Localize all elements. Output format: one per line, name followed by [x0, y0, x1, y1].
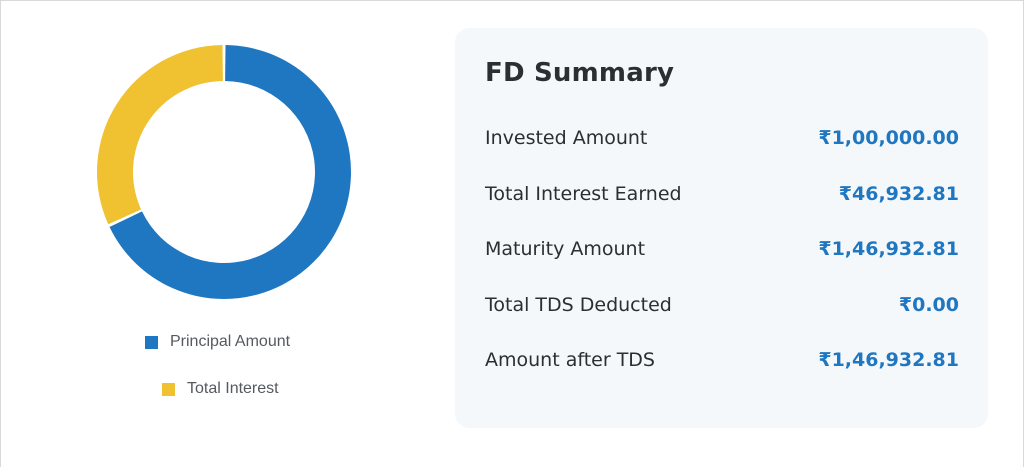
row-value: ₹0.00	[898, 293, 959, 316]
legend-item-principal[interactable]: Principal Amount	[145, 330, 345, 354]
summary-row-maturity-amount: Maturity Amount ₹1,46,932.81	[485, 233, 959, 265]
row-label: Total TDS Deducted	[485, 293, 672, 316]
row-label: Invested Amount	[485, 127, 648, 149]
legend-label-interest: Total Interest	[187, 380, 279, 397]
summary-row-tds-deducted: Total TDS Deducted ₹0.00	[485, 289, 959, 321]
summary-title: FD Summary	[485, 58, 675, 88]
legend-item-interest[interactable]: Total Interest	[145, 377, 345, 401]
summary-row-amount-after-tds: Amount after TDS ₹1,46,932.81	[485, 344, 959, 376]
summary-rows: Invested Amount ₹1,00,000.00 Total Inter…	[485, 122, 959, 400]
legend-label-principal: Principal Amount	[170, 333, 291, 350]
donut-chart-svg	[96, 45, 352, 300]
row-label: Total Interest Earned	[485, 182, 682, 205]
donut-slice-total-interest[interactable]	[96, 45, 223, 225]
row-label: Maturity Amount	[485, 238, 646, 260]
row-value: ₹1,00,000.00	[818, 127, 959, 149]
summary-row-total-interest: Total Interest Earned ₹46,932.81	[485, 178, 959, 210]
summary-row-invested-amount: Invested Amount ₹1,00,000.00	[485, 122, 959, 154]
fd-summary-card: FD Summary Invested Amount ₹1,00,000.00 …	[455, 28, 988, 428]
legend-swatch-principal	[145, 335, 158, 349]
chart-legend: Principal Amount Total Interest	[145, 330, 345, 401]
row-value: ₹1,46,932.81	[818, 349, 959, 371]
row-value: ₹1,46,932.81	[818, 238, 959, 260]
legend-swatch-interest	[162, 382, 175, 396]
donut-chart	[96, 44, 352, 300]
row-label: Amount after TDS	[485, 349, 655, 371]
donut-slice-principal-amount[interactable]	[109, 45, 352, 300]
row-value: ₹46,932.81	[838, 182, 959, 205]
